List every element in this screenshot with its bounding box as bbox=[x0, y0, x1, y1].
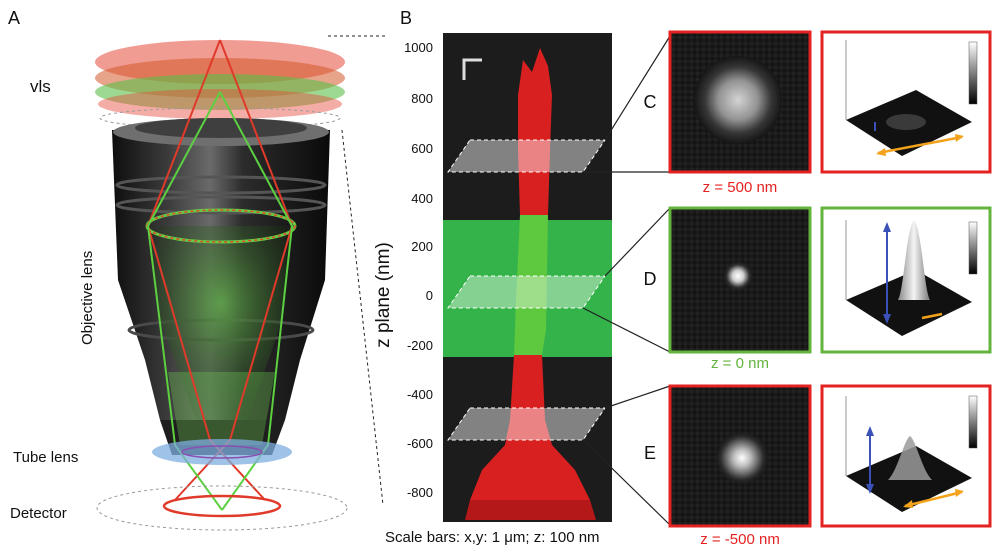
width-arrowhead-right-zminus500 bbox=[955, 489, 964, 497]
z-tick-600: 600 bbox=[411, 141, 433, 156]
z-label-0: z = 0 nm bbox=[711, 355, 769, 372]
connector-e-bottom bbox=[582, 439, 671, 526]
light-sheet-red-lower-disc bbox=[98, 89, 342, 119]
z-tick-minus800: -800 bbox=[407, 485, 433, 500]
surface-bump-z500 bbox=[886, 114, 926, 130]
surface-peak-zminus500 bbox=[888, 436, 932, 480]
colorbar-z0 bbox=[968, 221, 978, 275]
filament-middle-green bbox=[514, 215, 548, 355]
psf-spot-z0 bbox=[722, 260, 754, 292]
panel-label-b: B bbox=[400, 8, 412, 28]
width-arrowhead-right-z500 bbox=[955, 134, 964, 142]
filament-bottom-red bbox=[470, 355, 590, 500]
colorbar-z500 bbox=[968, 41, 978, 105]
height-arrowhead-bottom-z0 bbox=[883, 314, 891, 324]
width-arrowhead-left-zminus500 bbox=[903, 500, 913, 508]
scale-bar-caption: Scale bars: x,y: 1 μm; z: 100 nm bbox=[385, 529, 600, 546]
filament-base-red bbox=[465, 500, 596, 520]
z-label-minus500: z = -500 nm bbox=[700, 531, 780, 548]
objective-ring-1 bbox=[115, 175, 327, 195]
height-arrowhead-bottom-zminus500 bbox=[866, 484, 874, 494]
label-objective-lens: Objective lens bbox=[79, 251, 96, 345]
colorbar-zminus500 bbox=[968, 395, 978, 449]
tube-lens-inner bbox=[181, 445, 263, 459]
z-tick-400: 400 bbox=[411, 191, 433, 206]
width-arrowhead-left-z500 bbox=[876, 148, 886, 156]
height-arrowhead-top-zminus500 bbox=[866, 426, 874, 436]
z-tick-0: 0 bbox=[426, 288, 433, 303]
panel-c: C z = 500 nm bbox=[644, 30, 992, 196]
scale-bar-glyph bbox=[462, 58, 482, 80]
slice-plane-minus500 bbox=[447, 407, 606, 441]
width-arrow-z0 bbox=[921, 312, 943, 320]
detector-plane-ellipse bbox=[96, 485, 348, 531]
connector-d-top bbox=[604, 207, 671, 277]
z-label-500: z = 500 nm bbox=[703, 179, 778, 196]
surface-base-z0 bbox=[846, 270, 972, 336]
ray-green-right bbox=[219, 91, 294, 511]
z-tick-1000: 1000 bbox=[404, 40, 433, 55]
tube-lens-shape bbox=[152, 439, 292, 465]
objective-front-element bbox=[135, 118, 307, 138]
detector-red-ring bbox=[162, 494, 282, 518]
ray-red-left bbox=[146, 39, 266, 501]
slice-plane-0 bbox=[447, 275, 606, 309]
z-axis-label: z plane (nm) bbox=[373, 242, 394, 348]
z-tick-minus200: -200 bbox=[407, 338, 433, 353]
label-tube-lens: Tube lens bbox=[13, 449, 78, 466]
panel-d: D z = 0 nm bbox=[644, 206, 992, 372]
panel-a: A vls Objective lens bbox=[8, 8, 385, 531]
panel-e: E z = -500 nm bbox=[644, 384, 992, 548]
width-arrow-z500 bbox=[877, 135, 963, 155]
surface-peak-z0 bbox=[898, 220, 930, 300]
z-tick-200: 200 bbox=[411, 239, 433, 254]
ray-red-right bbox=[174, 39, 294, 501]
label-vls: vls bbox=[30, 77, 51, 96]
connector-e-top bbox=[604, 385, 671, 409]
callout-line-bottom bbox=[341, 129, 384, 506]
ray-green-left bbox=[146, 91, 223, 511]
z-tick-minus400: -400 bbox=[407, 387, 433, 402]
beam-green-cone bbox=[168, 372, 275, 445]
objective-ring-2 bbox=[115, 195, 327, 215]
z-tick-minus600: -600 bbox=[407, 436, 433, 451]
psf-spot-zminus500 bbox=[714, 430, 770, 486]
objective-green-glow bbox=[150, 226, 292, 420]
panel-label-e: E bbox=[644, 443, 656, 463]
label-detector: Detector bbox=[10, 505, 67, 522]
slice-plane-500 bbox=[447, 139, 606, 173]
z-axis-ticks: 1000 800 600 400 200 0 -200 -400 -600 -8… bbox=[404, 40, 433, 500]
connector-c-top bbox=[604, 35, 671, 141]
z-tick-800: 800 bbox=[411, 91, 433, 106]
connector-d-bottom bbox=[582, 307, 671, 353]
psf-spot-z500 bbox=[694, 56, 782, 144]
width-arrow-zminus500 bbox=[904, 490, 963, 508]
panel-label-d: D bbox=[644, 269, 657, 289]
filament-top-red bbox=[518, 48, 552, 215]
height-arrowhead-top-z0 bbox=[883, 222, 891, 232]
panel-label-a: A bbox=[8, 8, 20, 28]
panel-label-c: C bbox=[644, 92, 657, 112]
panel-b: B 1000 800 600 400 200 0 -200 -400 -600 … bbox=[373, 8, 671, 546]
